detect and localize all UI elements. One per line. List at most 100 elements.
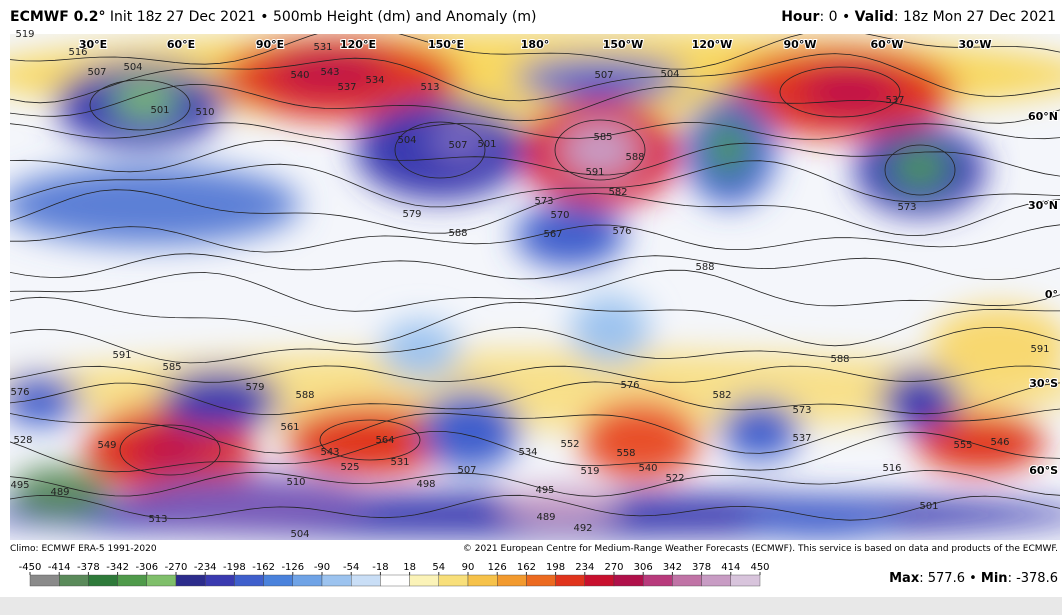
anomaly-blob (915, 412, 1045, 472)
contour-label: 588 (695, 262, 714, 273)
contour-line (10, 253, 1060, 280)
colorbar-label: -450 (19, 562, 42, 573)
colorbar-label: -234 (194, 562, 217, 573)
latitude-label: 30°N (1028, 199, 1058, 212)
colorbar-segment (584, 574, 615, 587)
contour-label: 516 (882, 463, 901, 474)
contour-label: 576 (612, 226, 631, 237)
contour-line (10, 431, 1060, 473)
longitude-label: 180° (521, 38, 549, 51)
valid-label: Valid (854, 9, 894, 25)
contour-line (10, 224, 1060, 253)
colorbar-segment (730, 574, 761, 587)
contour-line (10, 470, 1060, 497)
contour-label: 507 (457, 465, 476, 476)
colorbar-segment (613, 574, 644, 587)
contour-label: 573 (897, 202, 916, 213)
colorbar-label: -270 (165, 562, 188, 573)
contour-label: 588 (625, 152, 644, 163)
contour-label: 558 (616, 448, 635, 459)
longitude-label: 120°E (340, 38, 376, 51)
contour-label: 585 (593, 132, 612, 143)
anomaly-blob (270, 50, 390, 94)
description: Init 18z 27 Dec 2021 • 500mb Height (dm)… (109, 9, 537, 25)
longitude-label: 150°W (603, 38, 644, 51)
contour-label: 507 (448, 140, 467, 151)
contour-label: 576 (10, 387, 29, 398)
longitude-label: 90°E (256, 38, 284, 51)
colorbar-label: 162 (517, 562, 536, 573)
contour-label: 507 (87, 67, 106, 78)
contour-line (10, 326, 1060, 364)
colorbar-label: -54 (343, 562, 359, 573)
contour-label: 495 (10, 480, 29, 491)
contour-label: 531 (313, 42, 332, 53)
colorbar: -450 -414 -378 -342 -306 -270 -234 -198 -162 -126… (19, 562, 770, 587)
contour-ring (119, 424, 221, 476)
contour-label: 549 (97, 440, 116, 451)
longitude-label: 90°W (784, 38, 817, 51)
contour-ring (884, 144, 956, 196)
colorbar-label: 450 (750, 562, 769, 573)
max-label: Max (889, 571, 920, 586)
contour-ring (89, 79, 191, 131)
colorbar-label: -198 (223, 562, 246, 573)
contour-label: 501 (477, 139, 496, 150)
map-canvas: 30°E 60°E 90°E 120°E 150°E 180° 150°W 120°W 90°W… (10, 29, 1060, 587)
contour-label: 516 (68, 47, 87, 58)
contour-label: 531 (390, 457, 409, 468)
extremes: Max: 577.6 • Min: -378.6 (889, 571, 1058, 586)
contour-ring (779, 66, 901, 118)
colorbar-label: 306 (634, 562, 653, 573)
anomaly-field (10, 34, 1060, 538)
anomaly-blob (890, 148, 950, 188)
colorbar-segment (234, 574, 264, 587)
contour-ring (319, 419, 421, 461)
colorbar-segment (117, 574, 147, 587)
anomaly-blob (800, 67, 900, 117)
anomaly-blob (570, 295, 650, 365)
colorbar-segment (321, 574, 352, 587)
colorbar-segment (467, 574, 498, 587)
colorbar-label: -414 (48, 562, 71, 573)
colorbar-segment (380, 574, 410, 587)
longitude-label: 60°E (167, 38, 195, 51)
colorbar-segment (672, 574, 702, 587)
anomaly-blob (160, 370, 280, 430)
valid: : 18z Mon 27 Dec 2021 (893, 9, 1056, 25)
contour-label: 579 (402, 209, 421, 220)
contour-ring (394, 121, 486, 179)
contour-line (10, 160, 1060, 208)
colorbar-segment (263, 574, 294, 587)
contour-line (10, 494, 1060, 521)
colorbar-label: -378 (77, 562, 100, 573)
colorbar-label: 270 (604, 562, 623, 573)
latitude-label: 0° (1045, 288, 1058, 301)
colorbar-segment (29, 574, 60, 587)
contour-label: 513 (148, 514, 167, 525)
contour-label: 489 (50, 487, 69, 498)
contour-label: 588 (295, 390, 314, 401)
header-left: ECMWF 0.2° Init 18z 27 Dec 2021 • 500mb … (10, 9, 536, 25)
colorbar-label: 18 (403, 562, 416, 573)
min: -378.6 (1016, 571, 1058, 586)
anomaly-blob (130, 428, 210, 472)
map-labels: 30°E 60°E 90°E 120°E 150°E 180° 150°W 120°W 90°W… (10, 29, 1059, 540)
contour-label: 567 (543, 229, 562, 240)
contour-label: 534 (518, 447, 537, 458)
colorbar-segment (292, 574, 323, 587)
colorbar-label: 126 (488, 562, 507, 573)
colorbar-segment (643, 574, 673, 587)
hour-label: Hour (781, 9, 820, 25)
contour-label: 540 (638, 463, 657, 474)
contour-label: 573 (792, 405, 811, 416)
longitude-label: 30°E (79, 38, 107, 51)
contour-label: 504 (123, 62, 142, 73)
anomaly-blob (740, 502, 900, 538)
colorbar-segment (409, 574, 440, 587)
contour-label: 570 (550, 210, 569, 221)
header-right: Hour: 0 • Valid: 18z Mon 27 Dec 2021 (781, 9, 1056, 25)
colorbar-segment (438, 574, 469, 587)
contour-label: 591 (1030, 344, 1049, 355)
